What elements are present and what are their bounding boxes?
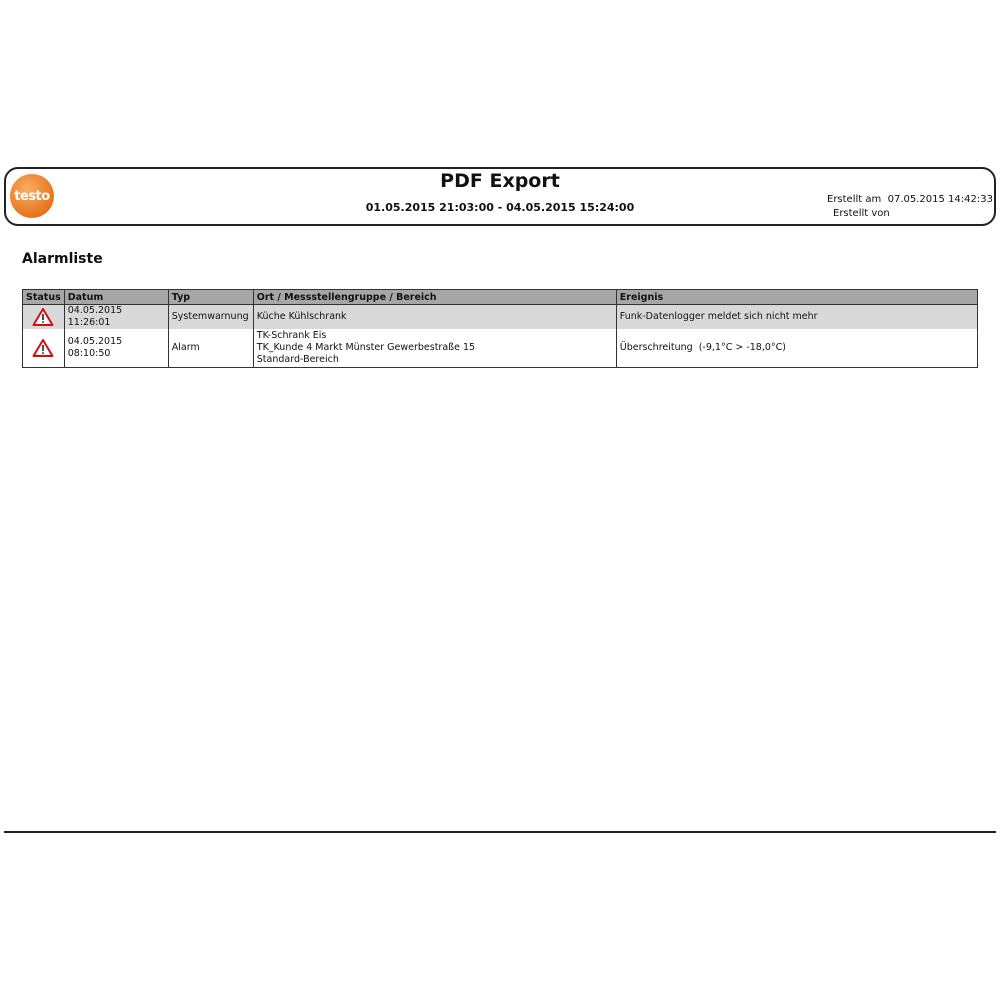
col-status: Status [22, 289, 65, 305]
footer-divider [4, 831, 996, 833]
ort-line: Standard-Bereich [256, 354, 339, 365]
typ-cell: Systemwarnung [167, 304, 254, 329]
warning-triangle-icon [32, 339, 54, 357]
ereignis-cell: Funk-Datenlogger meldet sich nicht mehr [615, 304, 979, 329]
ort-cell: Küche Kühlschrank [252, 304, 617, 329]
ort-line: TK_Kunde 4 Markt Münster Gewerbestraße 1… [256, 342, 476, 353]
logo-text: testo [14, 188, 50, 204]
datum-cell: 04.05.2015 11:26:01 [63, 304, 169, 329]
table-header-row: Status Datum Typ Ort / Messstellengruppe… [22, 289, 979, 305]
col-typ: Typ [167, 289, 254, 305]
ereignis-cell: Überschreitung (-9,1°C > -18,0°C) [615, 329, 979, 368]
typ-cell: Alarm [167, 329, 254, 368]
col-ort: Ort / Messstellengruppe / Bereich [252, 289, 617, 305]
report-header-box [4, 167, 996, 226]
section-title: Alarmliste [22, 251, 103, 267]
warning-triangle-icon [32, 308, 54, 326]
created-by: Erstellt von [833, 208, 890, 219]
ort-line: TK-Schrank Eis [256, 330, 327, 341]
col-ereignis: Ereignis [615, 289, 979, 305]
alarm-table: Status Datum Typ Ort / Messstellengruppe… [22, 289, 979, 368]
created-at: Erstellt am 07.05.2015 14:42:33 [827, 194, 993, 205]
date-range: 01.05.2015 21:03:00 - 04.05.2015 15:24:0… [365, 201, 635, 214]
ort-cell: TK-Schrank Eis TK_Kunde 4 Markt Münster G… [252, 329, 617, 368]
datum-cell: 04.05.2015 08:10:50 [63, 329, 169, 368]
report-title: PDF Export [440, 170, 560, 192]
testo-logo: testo [10, 174, 54, 218]
table-row: 04.05.2015 11:26:01 Systemwarnung Küche … [22, 304, 979, 329]
status-cell [22, 329, 65, 368]
table-row: 04.05.2015 08:10:50 Alarm TK-Schrank Eis… [22, 329, 979, 368]
status-cell [22, 304, 65, 329]
col-datum: Datum [63, 289, 169, 305]
